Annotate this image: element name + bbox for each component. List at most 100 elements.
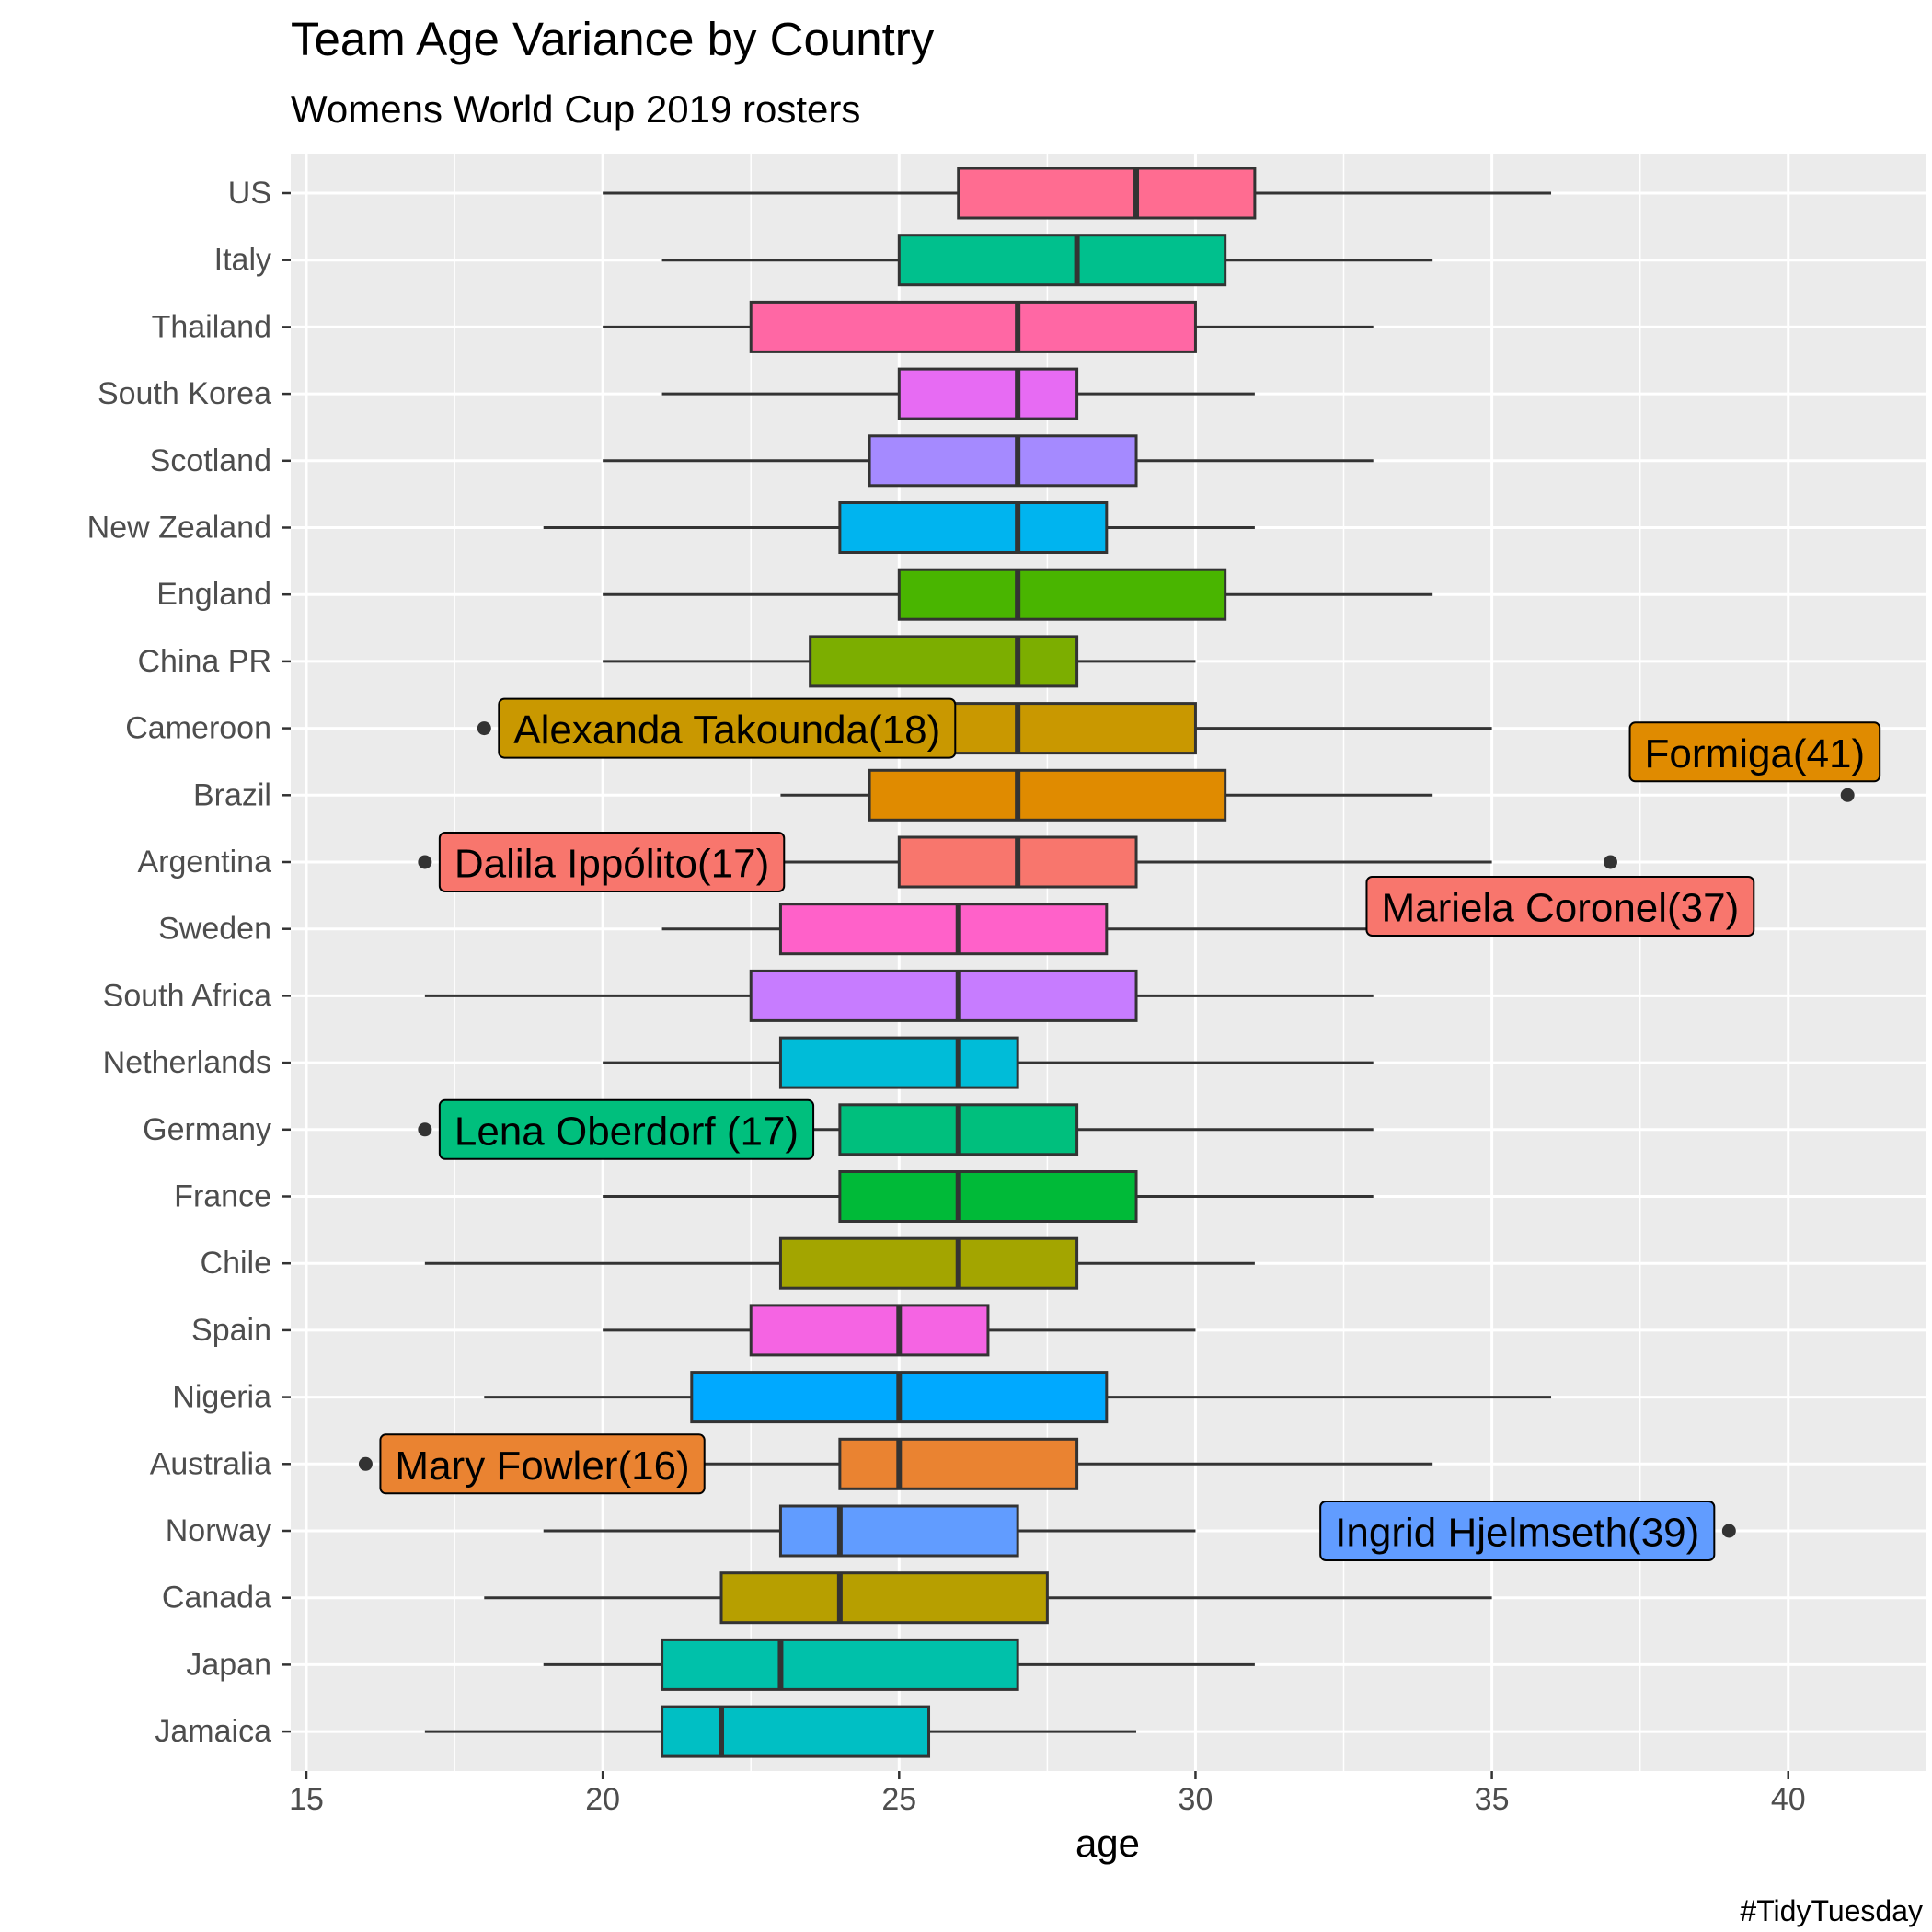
iqr-box <box>778 1236 1079 1290</box>
y-tick-label-argentina: Argentina <box>137 845 271 880</box>
iqr-box <box>661 1638 1019 1691</box>
x-axis-label: age <box>1075 1822 1140 1865</box>
iqr-box <box>778 1036 1019 1089</box>
box-nigeria <box>484 1371 1552 1424</box>
y-tick-label-us: US <box>228 176 271 211</box>
iqr-box <box>749 300 1197 353</box>
annotation-text: Formiga(41) <box>1645 731 1866 776</box>
box-south-africa <box>424 969 1374 1022</box>
iqr-box <box>719 1571 1049 1625</box>
annotation-label-alexanda-takounda-18: Alexanda Takounda(18) <box>498 697 957 759</box>
y-tick-label-china-pr: China PR <box>137 644 271 679</box>
y-tick-label-france: France <box>174 1179 271 1214</box>
annotation-label-ingrid-hjelmseth-39: Ingrid Hjelmseth(39) <box>1319 1501 1716 1561</box>
box-jamaica <box>424 1705 1137 1758</box>
annotation-box <box>438 832 786 892</box>
y-tick-label-spain: Spain <box>191 1313 271 1348</box>
annotation-label-mary-fowler-16: Mary Fowler(16) <box>379 1433 706 1495</box>
annotation-text: Dalila Ippólito(17) <box>454 842 769 887</box>
annotation-box <box>1365 876 1755 937</box>
box-spain <box>603 1304 1196 1357</box>
box-canada <box>484 1571 1492 1625</box>
annotation-text: Ingrid Hjelmseth(39) <box>1335 1511 1699 1556</box>
outlier-point-brazil <box>1840 788 1855 802</box>
annotations: Alexanda Takounda(18) Formiga(41) Dalila I… <box>379 697 1881 1561</box>
annotation-text: Mary Fowler(16) <box>395 1443 689 1489</box>
box-china-pr <box>603 635 1196 688</box>
y-tick-label-nigeria: Nigeria <box>172 1380 271 1415</box>
x-tick-label-40: 40 <box>1771 1782 1806 1817</box>
y-tick-label-thailand: Thailand <box>152 309 271 344</box>
x-tick-label-15: 15 <box>289 1782 324 1817</box>
box-new-zealand <box>543 501 1255 554</box>
box-france <box>603 1170 1374 1223</box>
y-tick-label-england: England <box>156 577 271 612</box>
annotation-box <box>379 1433 706 1495</box>
iqr-box <box>749 969 1138 1022</box>
box-norway <box>543 1504 1196 1558</box>
outlier-point-argentina <box>1603 855 1617 869</box>
iqr-box <box>838 1437 1079 1490</box>
box-japan <box>543 1638 1255 1691</box>
iqr-box <box>897 234 1227 287</box>
boxplots <box>424 167 1552 1758</box>
box-italy <box>661 234 1433 287</box>
y-tick-label-brazil: Brazil <box>193 777 271 812</box>
box-scotland <box>603 434 1374 488</box>
box-australia <box>603 1437 1433 1490</box>
iqr-box <box>897 367 1079 420</box>
y-tick-label-canada: Canada <box>162 1581 271 1616</box>
y-tick-label-sweden: Sweden <box>158 912 271 947</box>
y-tick-label-australia: Australia <box>150 1446 271 1481</box>
x-tick-label-25: 25 <box>881 1782 916 1817</box>
box-england <box>603 568 1433 621</box>
y-axis: US Italy Thailand South Korea Scotland New Ze… <box>87 176 291 1749</box>
x-tick-label-20: 20 <box>585 1782 620 1817</box>
iqr-box <box>661 1705 931 1758</box>
chart-title: Team Age Variance by Country <box>291 13 935 65</box>
annotation-box <box>438 1098 815 1160</box>
y-tick-label-jamaica: Jamaica <box>155 1714 271 1749</box>
outlier-points <box>358 721 1855 1538</box>
y-tick-label-new-zealand: New Zealand <box>87 511 271 546</box>
iqr-box <box>838 1170 1138 1223</box>
box-chile <box>424 1236 1255 1290</box>
annotation-label-mariela-coronel-37: Mariela Coronel(37) <box>1365 876 1755 937</box>
annotation-label-lena-oberdorf-17: Lena Oberdorf (17) <box>438 1098 815 1160</box>
x-tick-label-35: 35 <box>1475 1782 1510 1817</box>
y-tick-label-cameroon: Cameroon <box>125 711 271 746</box>
box-argentina <box>721 835 1492 889</box>
chart-subtitle: Womens World Cup 2019 rosters <box>291 87 860 131</box>
y-tick-label-italy: Italy <box>214 243 271 278</box>
y-tick-label-netherlands: Netherlands <box>103 1045 271 1080</box>
annotation-box <box>1628 721 1881 783</box>
outlier-point-argentina <box>418 855 432 869</box>
annotation-box <box>1319 1501 1716 1561</box>
outlier-point-germany <box>418 1122 432 1137</box>
iqr-box <box>868 434 1138 488</box>
box-netherlands <box>603 1036 1374 1089</box>
annotation-text: Alexanda Takounda(18) <box>513 707 940 753</box>
iqr-box <box>778 1504 1019 1558</box>
annotation-box <box>498 697 957 759</box>
y-tick-label-south-korea: South Korea <box>98 376 271 411</box>
annotation-label-dalila-ipp-lito-17: Dalila Ippólito(17) <box>438 832 786 892</box>
iqr-box <box>897 568 1227 621</box>
annotation-text: Lena Oberdorf (17) <box>454 1109 799 1154</box>
y-tick-label-scotland: Scotland <box>150 443 271 478</box>
box-brazil <box>780 768 1433 822</box>
y-tick-label-south-africa: South Africa <box>103 978 271 1013</box>
y-tick-label-japan: Japan <box>186 1647 271 1682</box>
x-tick-label-30: 30 <box>1179 1782 1213 1817</box>
outlier-point-norway <box>1721 1524 1736 1538</box>
caption: #TidyTuesday <box>1740 1894 1923 1927</box>
iqr-box <box>809 635 1079 688</box>
box-sweden <box>661 903 1433 956</box>
iqr-box <box>868 768 1227 822</box>
y-tick-label-chile: Chile <box>201 1246 271 1281</box>
iqr-box <box>749 1304 990 1357</box>
iqr-box <box>838 501 1109 554</box>
annotation-label-formiga-41: Formiga(41) <box>1628 721 1881 783</box>
box-south-korea <box>661 367 1255 420</box>
